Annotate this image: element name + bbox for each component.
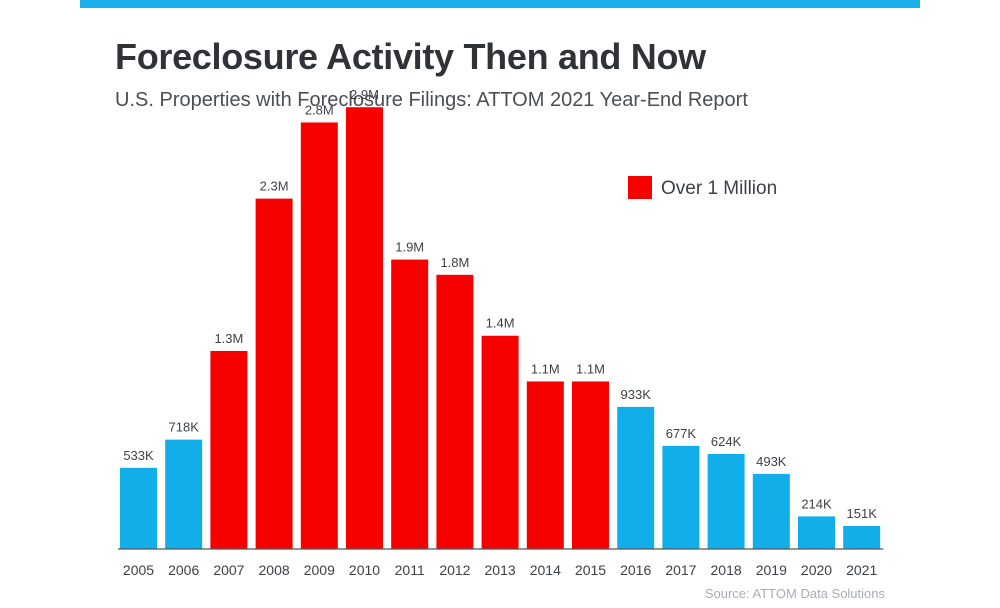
x-tick-2019: 2019 [756,562,787,578]
data-label-2015: 1.1M [576,361,605,376]
top-accent-bar [80,0,920,8]
x-tick-2018: 2018 [711,562,742,578]
bar-2019 [752,473,790,549]
x-tick-2014: 2014 [530,562,561,578]
legend-label: Over 1 Million [661,178,777,199]
x-tick-2017: 2017 [665,562,696,578]
bar-2005 [120,467,157,549]
data-label-2020: 214K [801,496,832,511]
x-tick-2006: 2006 [168,562,199,578]
bar-2009 [300,122,338,549]
bar-2015 [572,381,609,549]
x-tick-2007: 2007 [213,562,244,578]
x-tick-2009: 2009 [304,562,335,578]
bar-2007 [210,350,248,549]
bar-2018 [707,453,745,549]
data-label-2012: 1.8M [440,255,469,270]
bar-2006 [165,439,203,549]
bar-2020 [798,516,835,549]
bar-2011 [391,259,429,549]
bar-2012 [436,274,474,549]
data-label-2010: 2.9M [350,87,379,102]
x-tick-2010: 2010 [349,562,380,578]
data-label-2008: 2.3M [260,179,289,194]
x-tick-2015: 2015 [575,562,606,578]
x-tick-2011: 2011 [395,562,425,578]
bar-2021 [843,525,881,549]
x-tick-2005: 2005 [123,562,154,578]
data-label-2014: 1.1M [531,361,560,376]
bar-2017 [662,445,700,549]
bar-2014 [526,381,564,549]
x-tick-2016: 2016 [620,562,651,578]
chart-subtitle: U.S. Properties with Foreclosure Filings… [115,89,748,111]
data-label-2019: 493K [756,454,787,469]
bar-2013 [481,335,519,549]
bar-2008 [255,198,293,549]
data-label-2013: 1.4M [486,316,515,331]
bar-2016 [617,406,655,549]
data-label-2018: 624K [711,434,742,449]
x-tick-2020: 2020 [801,562,832,578]
data-label-2011: 1.9M [395,240,424,255]
legend-swatch [628,176,652,199]
data-label-2021: 151K [847,506,878,521]
x-tick-2021: 2021 [846,562,877,578]
data-label-2007: 1.3M [214,331,243,346]
data-label-2016: 933K [621,387,652,402]
x-tick-2008: 2008 [259,562,290,578]
source-credit: Source: ATTOM Data Solutions [704,586,885,601]
data-label-2005: 533K [123,448,154,463]
x-tick-2012: 2012 [439,562,470,578]
bar-2010 [346,107,383,549]
data-label-2009: 2.8M [305,102,334,117]
data-label-2006: 718K [169,420,200,435]
chart-title: Foreclosure Activity Then and Now [115,36,706,77]
x-tick-2013: 2013 [485,562,516,578]
data-label-2017: 677K [666,426,697,441]
